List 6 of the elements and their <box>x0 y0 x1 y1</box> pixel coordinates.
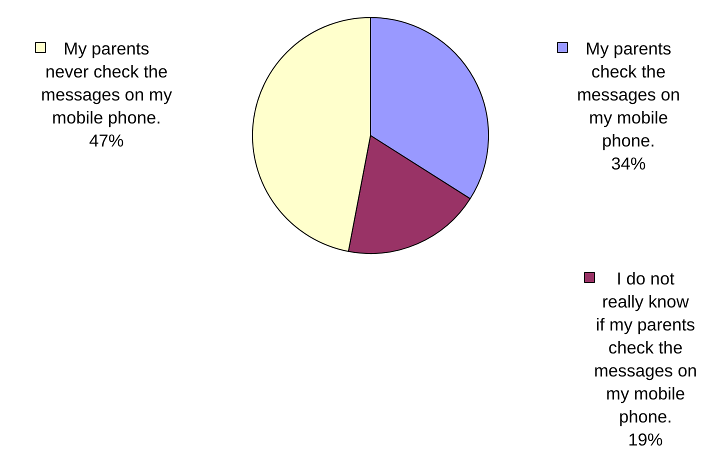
data-label: 19% <box>628 430 663 450</box>
data-label: 34% <box>611 154 646 174</box>
legend-label: My parents never check the messages on my mobile phone. <box>41 38 172 128</box>
data-label: 47% <box>89 130 124 150</box>
legend-label: I do not really know if my parents check the messages on my mobile phone. <box>594 268 698 426</box>
legend-label: My parents check the messages on my mobile phone. <box>576 38 680 150</box>
